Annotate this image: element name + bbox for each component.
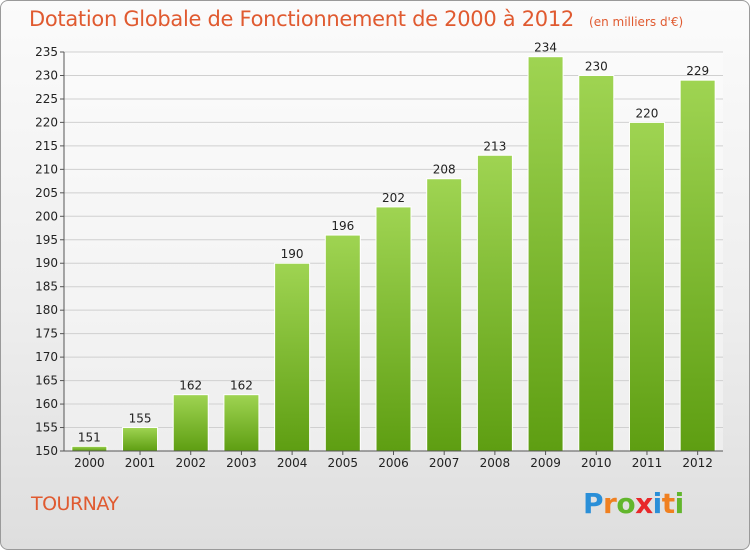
y-tick-label: 165	[35, 374, 58, 388]
x-tick-label: 2010	[581, 456, 612, 470]
x-tick-label: 2007	[429, 456, 460, 470]
bar	[476, 154, 513, 452]
brand-letter: t	[661, 487, 675, 520]
y-tick-label: 235	[35, 45, 58, 59]
y-tick-label: 200	[35, 209, 58, 223]
brand-letter: P	[583, 487, 604, 520]
y-tick-label: 215	[35, 139, 58, 153]
y-tick-label: 175	[35, 327, 58, 341]
bar	[324, 234, 361, 452]
data-label: 220	[636, 106, 659, 120]
x-tick-label: 2006	[378, 456, 409, 470]
x-tick-label: 2000	[74, 456, 105, 470]
title-row: Dotation Globale de Fonctionnement de 20…	[29, 7, 683, 31]
x-tick-label: 2002	[175, 456, 206, 470]
brand-letter: i	[674, 487, 685, 520]
y-tick-label: 205	[35, 186, 58, 200]
data-label: 208	[433, 163, 456, 177]
y-tick-label: 210	[35, 162, 58, 176]
x-tick-label: 2004	[277, 456, 308, 470]
bar	[628, 121, 665, 452]
x-tick-label: 2009	[530, 456, 561, 470]
data-label: 234	[534, 41, 557, 55]
label-layer: 151 155 162 162 190 196 202 208 213 234 230 220 229	[78, 41, 709, 445]
bar	[274, 262, 311, 452]
y-tick-label: 155	[35, 421, 58, 435]
brand-letter: o	[616, 487, 636, 520]
data-label: 213	[483, 139, 506, 153]
x-tick-label: 2012	[682, 456, 713, 470]
brand-letter: x	[635, 487, 653, 520]
y-tick-label: 185	[35, 280, 58, 294]
axis-layer: 150 155 160 165 170 175 180 185 190 195 200 205 210 2…	[35, 45, 723, 470]
x-tick-label: 2008	[480, 456, 511, 470]
data-label: 155	[129, 412, 152, 426]
city-name: TOURNAY	[31, 493, 119, 515]
brand-letter: r	[603, 487, 617, 520]
bar	[527, 56, 564, 452]
chart-unit: (en milliers d'€)	[589, 15, 684, 29]
brand-letter: i	[652, 487, 663, 520]
y-tick-label: 160	[35, 397, 58, 411]
bar	[426, 178, 463, 452]
brand-logo: Proxiti	[583, 487, 684, 520]
bar	[375, 206, 412, 452]
y-tick-label: 150	[35, 444, 58, 458]
y-tick-label: 225	[35, 92, 58, 106]
y-tick-label: 190	[35, 256, 58, 270]
data-label: 162	[230, 379, 253, 393]
data-label: 196	[331, 219, 354, 233]
bar	[172, 394, 209, 452]
y-tick-label: 220	[35, 115, 58, 129]
bar	[578, 74, 615, 452]
bar	[679, 79, 716, 452]
chart-title: Dotation Globale de Fonctionnement de 20…	[29, 7, 574, 31]
y-tick-label: 230	[35, 68, 58, 82]
data-label: 151	[78, 430, 101, 444]
bar	[223, 394, 260, 452]
data-label: 190	[281, 247, 304, 261]
bar	[122, 427, 159, 452]
x-tick-label: 2005	[328, 456, 359, 470]
y-tick-label: 180	[35, 303, 58, 317]
data-label: 202	[382, 191, 405, 205]
y-tick-label: 195	[35, 233, 58, 247]
data-label: 230	[585, 59, 608, 73]
bar	[71, 445, 108, 452]
x-tick-label: 2003	[226, 456, 257, 470]
x-tick-label: 2011	[632, 456, 663, 470]
x-tick-label: 2001	[125, 456, 156, 470]
y-tick-label: 170	[35, 350, 58, 364]
data-label: 162	[179, 379, 202, 393]
data-label: 229	[686, 64, 709, 78]
